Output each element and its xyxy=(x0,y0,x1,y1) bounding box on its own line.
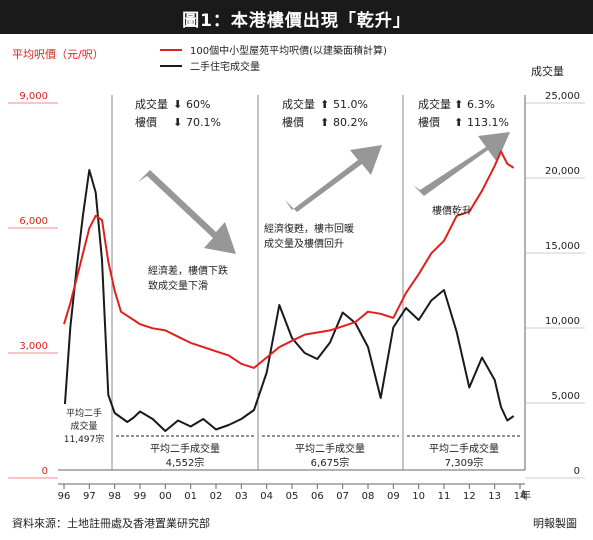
x-tick-label: 96 xyxy=(58,491,71,502)
y-left-tick-labels: 0 3,000 6,000 9,000 xyxy=(8,91,58,479)
p1-vol-label: 成交量 xyxy=(135,97,168,111)
p3-vol-label: 成交量 xyxy=(418,97,451,111)
p2-vol-change: 51.0% xyxy=(333,98,368,111)
p3-price-arrow: ⬆ xyxy=(454,116,463,129)
trend-arrow-up-2 xyxy=(413,132,510,196)
p2-price-change: 80.2% xyxy=(333,116,368,129)
legend-label-volume: 二手住宅成交量 xyxy=(190,60,260,73)
p3-vol-change: 6.3% xyxy=(467,98,495,111)
p3-price-label: 樓價 xyxy=(418,115,440,129)
legend-label-price: 100個中小型屋苑平均呎價(以建築面積計算) xyxy=(190,44,387,57)
chart-title: 圖1：本港樓價出現「乾升」 xyxy=(182,11,411,31)
y-right-tick-label: 0 xyxy=(574,466,580,477)
avg2-line1: 平均二手成交量 xyxy=(295,442,365,455)
x-axis-suffix: 年 xyxy=(520,488,531,502)
x-tick-label: 01 xyxy=(184,491,197,502)
x-tick-label: 09 xyxy=(387,491,400,502)
p1-price-arrow: ⬇ xyxy=(173,116,182,129)
y-right-tick-label: 25,000 xyxy=(545,91,580,102)
p1-vol-change: 60% xyxy=(186,98,210,111)
chart-area: 平均呎價（元/呎） 成交量 100個中小型屋苑平均呎價(以建築面積計算) 二手住… xyxy=(8,44,585,502)
p3-price-change: 113.1% xyxy=(467,116,509,129)
avg1-line1: 平均二手成交量 xyxy=(150,442,220,455)
p1-price-label: 樓價 xyxy=(135,115,157,129)
chart-title-bar: 圖1：本港樓價出現「乾升」 xyxy=(0,0,593,34)
p1-price-change: 70.1% xyxy=(186,116,221,129)
p1-note-2: 致成交量下滑 xyxy=(148,279,208,292)
x-tick-labels: 96 97 98 99 00 01 02 03 04 05 06 07 08 09 10 11 12 13 14 xyxy=(58,484,527,502)
y-left-tick-label: 3,000 xyxy=(19,341,48,352)
trend-arrow-up-1 xyxy=(285,145,382,212)
volume-series-line xyxy=(63,169,515,432)
y-right-tick-labels: 0 5,000 10,000 15,000 20,000 25,000 xyxy=(525,91,585,479)
y-right-tick-label: 20,000 xyxy=(545,166,580,177)
y-right-tick-label: 15,000 xyxy=(545,241,580,252)
p2-note-1: 經濟復甦，樓市回暖 xyxy=(264,222,354,235)
avg0-line1: 平均二手 xyxy=(66,407,102,419)
y-left-tick-label: 0 xyxy=(42,466,48,477)
y-right-axis-label: 成交量 xyxy=(531,64,564,78)
x-tick-label: 13 xyxy=(488,491,501,502)
x-tick-label: 08 xyxy=(362,491,375,502)
p3-vol-arrow: ⬆ xyxy=(454,98,463,111)
avg2-line2: 6,675宗 xyxy=(311,456,350,469)
p2-note-2: 成交量及樓價回升 xyxy=(264,237,344,250)
x-tick-label: 10 xyxy=(412,491,425,502)
x-tick-label: 11 xyxy=(438,491,451,502)
x-tick-label: 98 xyxy=(108,491,121,502)
p2-vol-label: 成交量 xyxy=(282,97,315,111)
x-tick-label: 14 xyxy=(514,491,527,502)
p2-price-label: 樓價 xyxy=(282,115,304,129)
trend-arrow-down xyxy=(138,170,236,254)
x-tick-label: 04 xyxy=(260,491,273,502)
avg3-line1: 平均二手成交量 xyxy=(429,442,499,455)
avg0-line2: 成交量 xyxy=(70,420,97,432)
x-tick-label: 99 xyxy=(134,491,147,502)
avg0-line3: 11,497宗 xyxy=(64,433,105,445)
avg3-line2: 7,309宗 xyxy=(445,456,484,469)
y-left-axis-label: 平均呎價（元/呎） xyxy=(12,47,104,61)
p3-note-1: 樓價乾升 xyxy=(432,204,472,217)
x-tick-label: 05 xyxy=(286,491,299,502)
p1-note-1: 經濟差，樓價下跌 xyxy=(148,264,228,277)
y-right-tick-label: 5,000 xyxy=(551,391,580,402)
credit-note: 明報製圖 xyxy=(533,517,577,530)
y-left-tick-label: 6,000 xyxy=(19,216,48,227)
source-note: 資料來源：土地註冊處及香港置業研究部 xyxy=(12,517,210,530)
p2-vol-arrow: ⬆ xyxy=(320,98,329,111)
y-right-tick-label: 10,000 xyxy=(545,316,580,327)
x-tick-label: 03 xyxy=(235,491,248,502)
p2-price-arrow: ⬆ xyxy=(320,116,329,129)
x-tick-label: 06 xyxy=(311,491,324,502)
x-tick-label: 02 xyxy=(210,491,223,502)
avg0-box xyxy=(60,404,108,448)
x-tick-label: 00 xyxy=(159,491,172,502)
price-series-line xyxy=(63,150,515,369)
x-tick-label: 07 xyxy=(336,491,349,502)
p1-vol-arrow: ⬇ xyxy=(173,98,182,111)
x-tick-label: 97 xyxy=(83,491,96,502)
avg1-line2: 4,552宗 xyxy=(166,456,205,469)
y-left-tick-label: 9,000 xyxy=(19,91,48,102)
x-tick-label: 12 xyxy=(463,491,476,502)
